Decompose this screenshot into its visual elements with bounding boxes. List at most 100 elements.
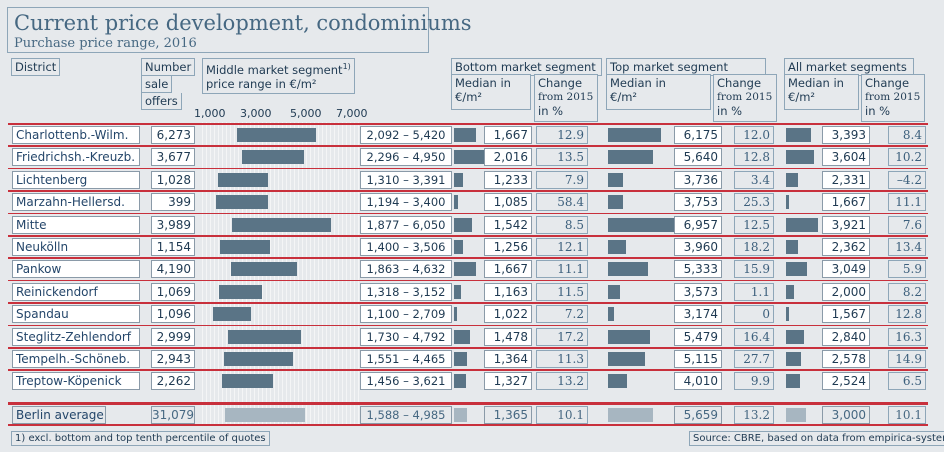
table-row: Tempelh.-Schöneb. 2,943 1,551 – 4,465 1,364… [8,347,928,371]
row-rule [8,190,928,192]
offers-header: Number sale offers [141,58,196,110]
bottom-change-value: 12.9 [536,126,588,144]
bottom-median-bar [454,195,459,210]
price-range-value: 1,194 – 3,400 [360,193,452,212]
top-median-value: 5,333 [674,260,722,279]
district-name: Reinickendorf [12,282,140,301]
top-median-bar [608,217,674,232]
bottom-median-value: 1,542 [484,215,532,234]
all-change-value: 13.4 [888,238,926,256]
row-rule [8,279,928,282]
bottom-change-value: 7.2 [536,305,588,324]
top-median-bar [608,374,628,389]
row-rule [8,257,928,259]
bottom-median-bar [454,374,466,389]
all-median-bar [786,374,801,389]
top-change-value: 12.5 [734,215,774,234]
bottom-median-bar [454,284,461,299]
top-median-bar [608,172,623,187]
top-change-value: 12.8 [734,148,774,167]
price-range-value: 1,588 – 4,985 [360,406,452,424]
price-range-value: 1,400 – 3,506 [360,238,452,256]
price-range-value: 1,551 – 4,465 [360,350,452,368]
footnote: 1) excl. bottom and top tenth percentile… [11,431,270,446]
middle-header-footnote-mark: 1) [342,62,351,71]
row-rule [8,347,928,349]
price-range-bar [224,408,306,422]
district-name: Neukölln [12,238,140,256]
range-tick-3000: 3,000 [240,107,272,120]
bottom-median-value: 1,365 [484,406,532,424]
all-change-value: 10.1 [888,406,926,424]
table-row: Steglitz-Zehlendorf 2,999 1,730 – 4,792 1,4… [8,324,928,349]
bottom-median-value: 1,085 [484,193,532,212]
all-change-value: 10.2 [888,148,926,167]
offers-count: 3,677 [151,148,195,167]
price-range-bar [224,352,293,366]
price-range-value: 1,310 – 3,391 [360,170,452,189]
table-row: Marzahn-Hellersd. 399 1,194 – 3,400 1,085 58… [8,190,928,214]
all-median-bar [786,329,805,344]
all-median-bar [786,408,807,422]
bottom-median-bar [454,307,457,322]
top-median-value: 3,736 [674,170,722,189]
offers-count: 1,096 [151,305,195,324]
top-median-bar [608,352,645,366]
top-change-value: 9.9 [734,372,774,391]
all-change-value: 7.6 [888,215,926,234]
all-median-bar [786,172,798,187]
top-median-bar [608,262,648,277]
price-range-bar [228,329,301,344]
all-median-value: 2,000 [822,282,870,301]
top-change-line2: from 2015 [717,91,773,103]
all-change-value: 8.4 [888,126,926,144]
all-median-value: 1,667 [822,193,870,212]
row-rule [8,123,928,125]
chart-title: Current price development, condominiums [14,11,472,35]
row-rule [8,302,928,304]
top-segment-header: Top market segment [606,58,766,76]
top-median-value: 5,115 [674,350,722,368]
district-name: Berlin average [12,406,106,424]
price-range-bar [241,150,305,165]
bottom-change-value: 13.2 [536,372,588,391]
bottom-median-bar [454,128,476,142]
row-rule [8,167,928,170]
district-name: Steglitz-Zehlendorf [12,327,140,346]
bottom-change-value: 11.5 [536,282,588,301]
bottom-change-value: 11.3 [536,350,588,368]
title-box: Current price development, condominiums … [7,7,472,53]
price-range-bar [231,217,331,232]
all-median-bar [786,307,789,322]
middle-header: Middle market segment1) price range in €… [202,58,355,94]
bottom-median-bar [454,352,467,366]
top-change-value: 3.4 [734,170,774,189]
bottom-median-bar [454,172,463,187]
all-median-value: 3,049 [822,260,870,279]
table-row: Reinickendorf 1,069 1,318 – 3,152 1,163 11.5… [8,279,928,304]
district-name: Lichtenberg [12,170,140,189]
offers-count: 2,943 [151,350,195,368]
price-range-value: 2,296 – 4,950 [360,148,452,167]
bottom-change-value: 8.5 [536,215,588,234]
top-change-value: 1.1 [734,282,774,301]
all-change-value: 5.9 [888,260,926,279]
bottom-median-value: 1,667 [484,260,532,279]
all-change-value: 8.2 [888,282,926,301]
all-change-line1: Change [865,76,910,90]
district-name: Pankow [12,260,140,279]
all-median-value: 3,921 [822,215,870,234]
price-range-bar [231,262,297,277]
bottom-median-value: 2,016 [484,148,532,167]
top-median-line2: €/m² [610,90,638,104]
all-median-line1: Median in [788,76,844,90]
bottom-median-value: 1,256 [484,238,532,256]
offers-count: 6,273 [151,126,195,144]
bottom-change-line2: from 2015 [538,91,594,103]
top-median-line1: Median in [610,76,666,90]
price-range-value: 1,863 – 4,632 [360,260,452,279]
top-median-bar [608,128,662,142]
all-median-bar [786,217,819,232]
row-rule [8,369,928,371]
all-median-value: 2,840 [822,327,870,346]
